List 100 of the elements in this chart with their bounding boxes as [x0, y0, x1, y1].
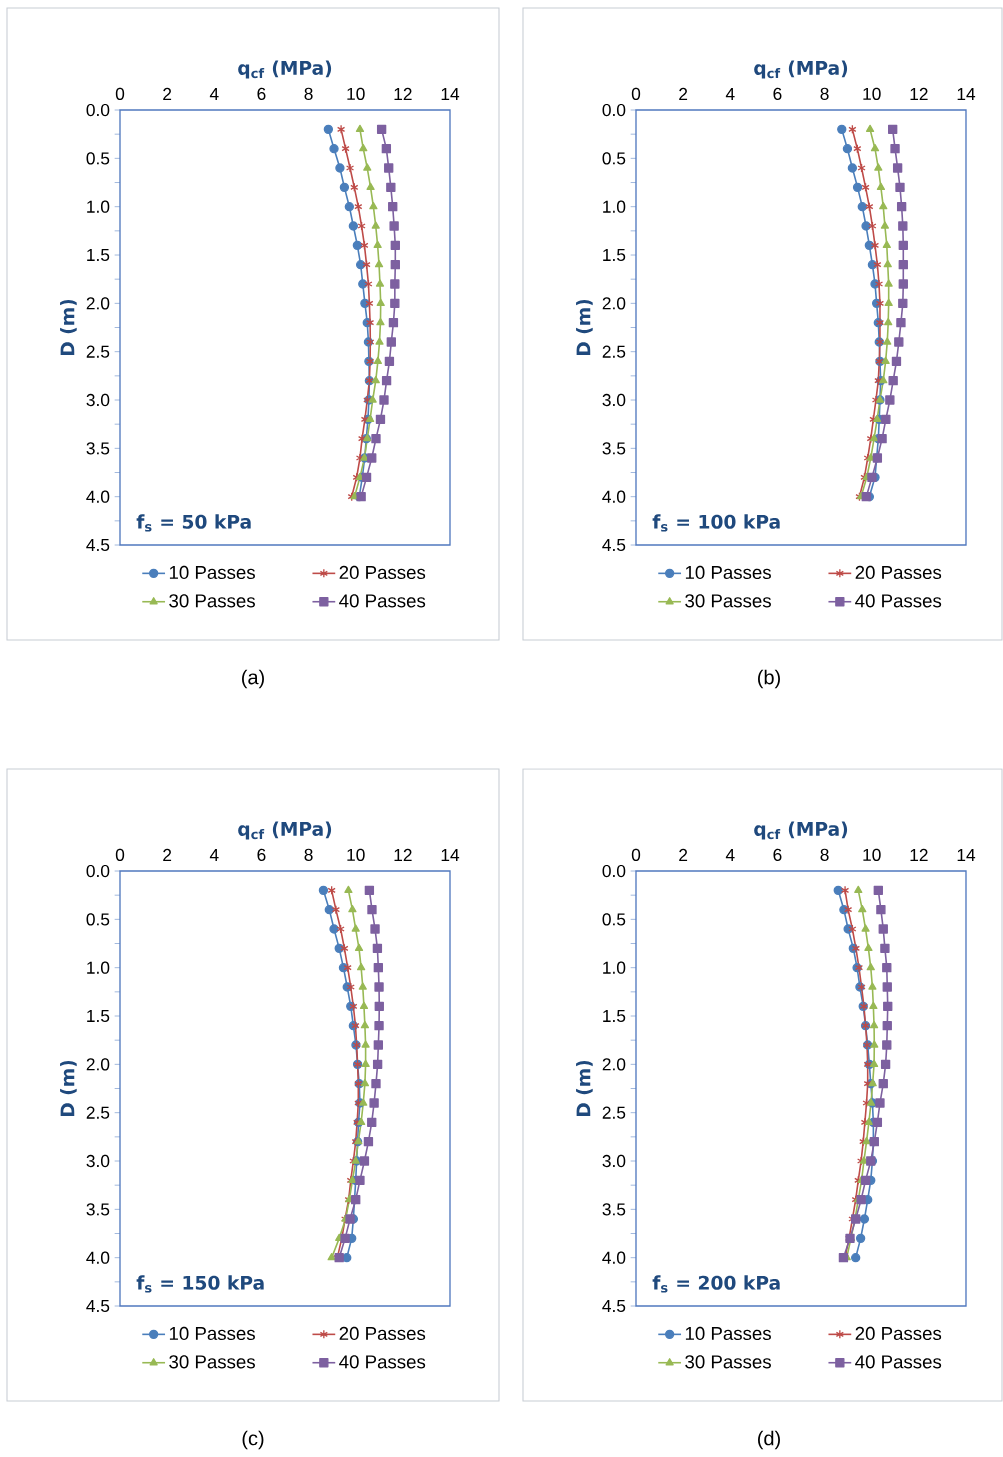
legend-label: 20 Passes [855, 1326, 942, 1341]
y-tick-label: 1.5 [87, 1009, 110, 1023]
legend-label: 30 Passes [685, 594, 771, 608]
text: (d) [758, 1430, 780, 1450]
y-tick-label: 0.5 [602, 913, 626, 926]
x-axis-title: q$_{cf}$ (MPa) [754, 60, 848, 79]
x-tick-label: 10 [863, 87, 881, 100]
y-axis-title: D (m) [576, 1060, 593, 1117]
legend-label: 40 Passes [339, 1355, 426, 1369]
y-tick-label: 1.5 [603, 1009, 626, 1023]
text: (c) [242, 1430, 264, 1450]
annotation: f$_{s}$ = 100 kPa [652, 514, 780, 532]
y-tick-label: 3.5 [602, 1203, 626, 1216]
y-tick-label: 3.5 [86, 1203, 110, 1216]
x-tick-label: 14 [441, 849, 460, 861]
y-tick-label: 0.0 [602, 864, 626, 878]
legend-label: 20 Passes [855, 565, 942, 580]
y-tick-label: 0.0 [86, 864, 110, 878]
y-tick-label: 2.0 [86, 297, 110, 310]
y-tick-label: 2.0 [602, 297, 626, 310]
y-tick-label: 1.0 [87, 961, 110, 974]
y-tick-label: 1.5 [87, 248, 110, 262]
x-tick-label: 0 [631, 848, 641, 861]
y-axis-title: D (m) [576, 299, 593, 356]
y-tick-label: 4.5 [86, 538, 110, 552]
y-tick-label: 3.0 [86, 393, 110, 407]
text: (a) [242, 669, 264, 689]
x-tick-label: 4 [209, 88, 219, 100]
y-tick-label: 1.5 [603, 248, 626, 262]
x-tick-label: 10 [347, 87, 365, 100]
x-tick-label: 6 [773, 87, 782, 100]
x-tick-label: 0 [631, 87, 641, 100]
legend-label: 40 Passes [339, 594, 426, 608]
x-axis-title: q$_{cf}$ (MPa) [754, 821, 848, 840]
x-axis-title: q$_{cf}$ (MPa) [238, 60, 332, 79]
x-tick-label: 2 [679, 87, 688, 100]
x-tick-label: 10 [347, 848, 365, 861]
y-tick-label: 4.5 [86, 1299, 110, 1313]
y-tick-label: 3.5 [86, 442, 110, 455]
x-tick-label: 6 [773, 848, 782, 861]
x-tick-label: 4 [209, 849, 219, 861]
x-tick-label: 14 [957, 88, 976, 100]
legend-label: 40 Passes [855, 1355, 942, 1369]
y-tick-label: 2.5 [86, 345, 110, 358]
x-tick-label: 0 [115, 848, 125, 861]
legend-label: 20 Passes [339, 1326, 426, 1341]
x-tick-label: 6 [257, 848, 266, 861]
y-tick-label: 1.0 [603, 200, 626, 213]
legend-label: 30 Passes [169, 1355, 255, 1369]
legend-label: 10 Passes [685, 1326, 771, 1341]
y-tick-label: 2.5 [602, 1106, 626, 1119]
legend-label: 20 Passes [339, 565, 426, 580]
legend-label: 10 Passes [685, 565, 771, 580]
legend-label: 30 Passes [685, 1355, 771, 1369]
y-tick-label: 0.5 [86, 152, 110, 165]
y-tick-label: 2.5 [86, 1106, 110, 1119]
x-tick-label: 2 [163, 87, 172, 100]
y-tick-label: 2.0 [602, 1058, 626, 1071]
legend-label: 10 Passes [169, 565, 255, 580]
x-tick-label: 8 [820, 848, 829, 861]
y-tick-label: 4.0 [602, 490, 626, 503]
y-tick-label: 4.0 [602, 1251, 626, 1264]
y-tick-label: 3.0 [602, 1154, 626, 1168]
x-tick-label: 10 [863, 848, 881, 861]
x-tick-label: 6 [257, 87, 266, 100]
y-tick-label: 0.0 [602, 103, 626, 117]
x-axis-title: q$_{cf}$ (MPa) [238, 821, 332, 840]
annotation: f$_{s}$ = 200 kPa [652, 1275, 780, 1293]
x-tick-label: 12 [910, 87, 928, 100]
x-tick-label: 12 [394, 87, 412, 100]
y-tick-label: 2.5 [602, 345, 626, 358]
x-tick-label: 0 [115, 87, 125, 100]
y-axis-title: D (m) [60, 1060, 77, 1117]
annotation: f$_{s}$ = 150 kPa [136, 1275, 264, 1293]
y-tick-label: 3.5 [602, 442, 626, 455]
text: (b) [758, 669, 780, 689]
y-tick-label: 0.0 [86, 103, 110, 117]
x-tick-label: 2 [679, 848, 688, 861]
x-tick-label: 8 [304, 848, 313, 861]
x-tick-label: 4 [725, 88, 735, 100]
y-tick-label: 3.0 [86, 1154, 110, 1168]
x-tick-label: 4 [725, 849, 735, 861]
y-tick-label: 4.0 [86, 1251, 110, 1264]
x-tick-label: 14 [957, 849, 976, 861]
x-tick-label: 12 [394, 848, 412, 861]
y-tick-label: 4.5 [602, 538, 626, 552]
y-tick-label: 4.5 [602, 1299, 626, 1313]
legend-label: 40 Passes [855, 594, 942, 608]
x-tick-label: 2 [163, 848, 172, 861]
x-tick-label: 8 [304, 87, 313, 100]
y-tick-label: 2.0 [86, 1058, 110, 1071]
y-tick-label: 1.0 [603, 961, 626, 974]
legend-label: 30 Passes [169, 594, 255, 608]
y-tick-label: 0.5 [86, 913, 110, 926]
y-tick-label: 1.0 [87, 200, 110, 213]
y-tick-label: 0.5 [602, 152, 626, 165]
annotation: f$_{s}$ = 50 kPa [136, 514, 251, 532]
x-tick-label: 8 [820, 87, 829, 100]
x-tick-label: 14 [441, 88, 460, 100]
y-axis-title: D (m) [60, 299, 77, 356]
